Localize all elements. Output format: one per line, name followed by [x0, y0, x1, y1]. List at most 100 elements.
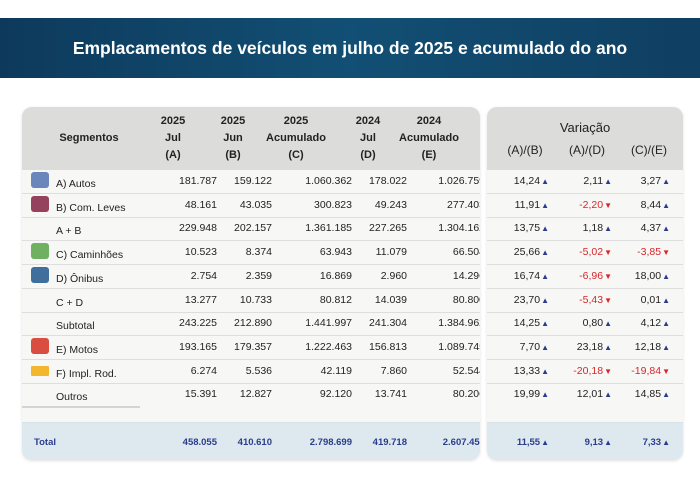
value-cell: 229.948	[179, 222, 217, 235]
table-row: F) Impl. Rod. 6.274 5.536 42.119 7.860 52.544	[22, 360, 480, 384]
total-value: 419.718	[372, 437, 407, 448]
arrow-up-icon: ▲	[662, 177, 670, 186]
arrow-up-icon: ▲	[604, 390, 612, 400]
value-cell: 1.060.362	[305, 175, 352, 187]
value-cell: 16.869	[319, 269, 352, 282]
car-icon	[31, 172, 49, 188]
variation-value: -5,02	[579, 246, 604, 259]
variation-value: -5,43	[579, 293, 604, 306]
variation-value: 9,13	[584, 437, 604, 448]
arrow-up-icon: ▲	[541, 342, 549, 352]
variation-value: 13,75	[513, 222, 541, 235]
column-header: 2024 Jul (D)	[343, 113, 393, 164]
value-cell: 42.119	[320, 364, 352, 377]
column-header-line: 2025	[220, 115, 246, 127]
value-cell: 1.026.759	[438, 175, 480, 187]
arrow-up-icon: ▲	[662, 342, 670, 352]
value-cell: 49.243	[374, 198, 407, 211]
column-header-line: 2024	[416, 115, 442, 127]
arrow-up-icon: ▲	[541, 295, 549, 305]
variation-cell: -5,43▼	[579, 294, 612, 306]
arrow-up-icon: ▲	[604, 319, 612, 329]
column-header-line: (B)	[225, 149, 241, 161]
arrow-up-icon: ▲	[662, 295, 670, 305]
variation-value: -19,84	[631, 364, 662, 377]
variation-cell: 2,11▲	[583, 175, 612, 187]
value-cell: 63.943	[319, 246, 352, 259]
table-row: A + B 229.948 202.157 1.361.185 227.265 1.304…	[22, 217, 480, 242]
variation-cell: 1,18▲	[583, 222, 612, 234]
value-cell: 80.800	[452, 293, 480, 306]
variation-cell: 23,70▲	[514, 294, 549, 306]
variation-value: 25,66	[513, 246, 541, 259]
variation-row: 13,33▲ -20,18▼ -19,84▼	[487, 360, 683, 384]
arrow-up-icon: ▲	[662, 390, 670, 400]
value-cell: 5.536	[245, 364, 272, 377]
total-variation-row: 11,55▲ 9,13▲ 7,33▲	[487, 422, 683, 460]
value-cell: 243.225	[179, 317, 217, 330]
variation-cell: -5,02▼	[579, 246, 612, 258]
variation-value: -20,18	[573, 364, 604, 377]
truck-icon	[31, 243, 49, 260]
value-cell: 15.391	[184, 388, 217, 401]
value-cell: 1.089.745	[438, 340, 480, 353]
variation-cell: 18,00▲	[635, 270, 670, 282]
variation-value: 14,24	[513, 175, 541, 187]
arrow-down-icon: ▼	[662, 366, 670, 376]
value-cell: 13.741	[374, 388, 407, 401]
variation-column-header: (A)/(B)	[507, 143, 543, 157]
value-cell: 80.206	[452, 388, 480, 401]
variation-row: 14,25▲ 0,80▲ 4,12▲	[487, 312, 683, 337]
variation-cell: 14,25▲	[514, 317, 549, 329]
arrow-up-icon: ▲	[541, 200, 549, 210]
value-cell: 1.361.185	[305, 222, 352, 235]
variation-cell: 7,33▲	[643, 437, 670, 448]
arrow-up-icon: ▲	[662, 224, 670, 234]
variation-value: 14,85	[634, 388, 662, 401]
total-row: Total 458.055 410.610 2.798.699 419.718 2.607…	[22, 422, 480, 460]
value-cell: 12.827	[239, 388, 272, 401]
variation-row: 7,70▲ 23,18▲ 12,18▲	[487, 336, 683, 360]
arrow-up-icon: ▲	[662, 319, 670, 329]
variation-column-header: (A)/(D)	[569, 143, 605, 157]
variation-value: 7,33	[642, 437, 662, 448]
variation-value: 7,70	[519, 340, 541, 353]
value-cell: 179.357	[234, 340, 272, 353]
column-header-line: Acumulado	[399, 132, 459, 144]
variation-cell: 14,85▲	[635, 388, 670, 400]
variation-row: 16,74▲ -6,96▼ 18,00▲	[487, 265, 683, 289]
table-row: E) Motos 193.165 179.357 1.222.463 156.813 1.…	[22, 336, 480, 360]
arrow-up-icon: ▲	[541, 366, 549, 376]
variation-cell: 0,80▲	[583, 317, 612, 329]
variation-value: 1,18	[582, 222, 604, 235]
column-header: 2024 Acumulado (E)	[389, 113, 469, 164]
value-cell: 1.222.463	[305, 340, 352, 353]
table-row: D) Ônibus 2.754 2.359 16.869 2.960 14.296	[22, 265, 480, 289]
row-label: C + D	[56, 296, 84, 309]
pickup-icon	[31, 195, 49, 212]
arrow-up-icon: ▲	[541, 390, 549, 400]
value-cell: 10.733	[239, 293, 272, 306]
bus-icon	[31, 266, 49, 283]
arrow-up-icon: ▲	[541, 271, 549, 281]
variation-cell: 9,13▲	[585, 437, 612, 448]
value-cell: 241.304	[369, 317, 407, 330]
variation-value: -2,20	[579, 198, 604, 211]
value-cell: 156.813	[369, 340, 407, 353]
value-cell: 300.823	[314, 198, 352, 211]
arrow-up-icon: ▲	[604, 224, 612, 234]
value-cell: 48.161	[184, 198, 217, 211]
variation-value: 8,44	[640, 198, 662, 211]
arrow-down-icon: ▼	[662, 248, 670, 258]
variation-cell: 3,27▲	[641, 175, 670, 187]
column-header-line: Jun	[223, 132, 243, 144]
variation-row: 13,75▲ 1,18▲ 4,37▲	[487, 217, 683, 242]
variation-cell: 12,18▲	[635, 341, 670, 353]
page-title: Emplacamentos de veículos em julho de 20…	[72, 37, 628, 58]
variation-cell: 25,66▲	[514, 246, 549, 258]
variation-value: 12,01	[576, 388, 604, 401]
arrow-up-icon: ▲	[541, 248, 549, 258]
row-label: E) Motos	[56, 343, 99, 356]
total-value: 410.610	[237, 437, 272, 448]
variation-cell: 12,01▲	[577, 388, 612, 400]
